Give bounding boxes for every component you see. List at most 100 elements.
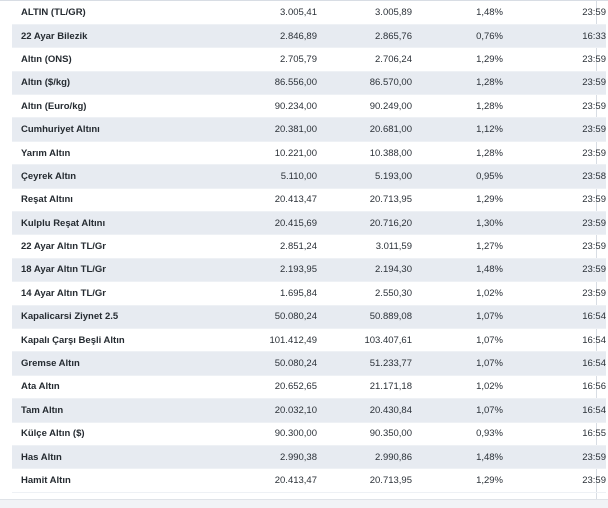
sell-price: 90.350,00 — [317, 422, 412, 446]
sell-price: 20.713,95 — [317, 188, 412, 213]
gold-type-name: Ata Altın — [12, 375, 191, 400]
buy-price: 10.221,00 — [191, 141, 317, 166]
table-row[interactable]: Çeyrek Altın 5.110,00 5.193,00 0,95% 23:58 — [12, 164, 606, 189]
sell-price: 10.388,00 — [317, 141, 412, 166]
table-row[interactable]: 22 Ayar Altın TL/Gr 2.851,24 3.011,59 1,27%… — [12, 234, 606, 259]
table-row[interactable]: 14 Ayar Altın TL/Gr 1.695,84 2.550,30 1,02%… — [12, 281, 606, 306]
buy-price: 50.080,24 — [191, 351, 317, 376]
buy-price: 20.413,47 — [191, 188, 317, 213]
update-time: 23:58 — [503, 164, 606, 189]
gold-price-table: ALTIN (TL/GR) 3.005,41 3.005,89 1,48% 23:59 2… — [12, 1, 606, 493]
table-row[interactable]: Cumhuriyet Altını 20.381,00 20.681,00 1,12%… — [12, 117, 606, 142]
sell-price: 5.193,00 — [317, 164, 412, 189]
change-percent: 1,07% — [412, 398, 503, 423]
gold-type-name: Hamit Altın — [12, 468, 191, 493]
update-time: 23:59 — [503, 141, 606, 166]
gold-type-name: 18 Ayar Altın TL/Gr — [12, 258, 191, 283]
buy-price: 20.415,69 — [191, 211, 317, 236]
gold-type-name: Altın ($/kg) — [12, 71, 191, 96]
change-percent: 1,29% — [412, 188, 503, 213]
table-row[interactable]: Has Altın 2.990,38 2.990,86 1,48% 23:59 — [12, 445, 606, 470]
gold-type-name: Gremse Altın — [12, 351, 191, 376]
buy-price: 90.300,00 — [191, 422, 317, 446]
table-row[interactable]: ALTIN (TL/GR) 3.005,41 3.005,89 1,48% 23:59 — [12, 1, 606, 25]
change-percent: 0,93% — [412, 422, 503, 446]
buy-price: 2.851,24 — [191, 234, 317, 259]
gold-type-name: Kulplu Reşat Altını — [12, 211, 191, 236]
sell-price: 2.865,76 — [317, 24, 412, 49]
table-row[interactable]: Tam Altın 20.032,10 20.430,84 1,07% 16:54 — [12, 398, 606, 423]
buy-price: 2.705,79 — [191, 47, 317, 72]
buy-price: 101.412,49 — [191, 328, 317, 353]
sell-price: 50.889,08 — [317, 305, 412, 329]
change-percent: 1,07% — [412, 305, 503, 329]
sell-price: 86.570,00 — [317, 71, 412, 96]
sell-price: 2.990,86 — [317, 445, 412, 470]
update-time: 23:59 — [503, 281, 606, 306]
table-row[interactable]: Gremse Altın 50.080,24 51.233,77 1,07% 16:54 — [12, 351, 606, 376]
update-time: 23:59 — [503, 468, 606, 493]
buy-price: 5.110,00 — [191, 164, 317, 189]
buy-price: 20.652,65 — [191, 375, 317, 400]
gold-type-name: Çeyrek Altın — [12, 164, 191, 189]
sell-price: 51.233,77 — [317, 351, 412, 376]
gold-type-name: Kapalı Çarşı Beşli Altın — [12, 328, 191, 353]
change-percent: 1,12% — [412, 117, 503, 142]
buy-price: 90.234,00 — [191, 94, 317, 119]
gold-type-name: Yarım Altın — [12, 141, 191, 166]
change-percent: 0,76% — [412, 24, 503, 49]
update-time: 23:59 — [503, 211, 606, 236]
sell-price: 3.005,89 — [317, 1, 412, 25]
buy-price: 2.846,89 — [191, 24, 317, 49]
table-row[interactable]: Hamit Altın 20.413,47 20.713,95 1,29% 23:59 — [12, 468, 606, 493]
change-percent: 1,28% — [412, 71, 503, 96]
table-row[interactable]: Reşat Altını 20.413,47 20.713,95 1,29% 23:59 — [12, 188, 606, 213]
gold-type-name: ALTIN (TL/GR) — [12, 1, 191, 25]
table-row[interactable]: 22 Ayar Bilezik 2.846,89 2.865,76 0,76% 16:3… — [12, 24, 606, 49]
buy-price: 1.695,84 — [191, 281, 317, 306]
sell-price: 20.430,84 — [317, 398, 412, 423]
gold-type-name: 22 Ayar Altın TL/Gr — [12, 234, 191, 259]
sell-price: 103.407,61 — [317, 328, 412, 353]
update-time: 23:59 — [503, 258, 606, 283]
sell-price: 3.011,59 — [317, 234, 412, 259]
buy-price: 20.381,00 — [191, 117, 317, 142]
sell-price: 2.706,24 — [317, 47, 412, 72]
sell-price: 90.249,00 — [317, 94, 412, 119]
buy-price: 2.193,95 — [191, 258, 317, 283]
gold-type-name: Tam Altın — [12, 398, 191, 423]
update-time: 16:33 — [503, 24, 606, 49]
table-row[interactable]: 18 Ayar Altın TL/Gr 2.193,95 2.194,30 1,48%… — [12, 258, 606, 283]
gold-type-name: Külçe Altın ($) — [12, 422, 191, 446]
table-row[interactable]: Altın (Euro/kg) 90.234,00 90.249,00 1,28% 23… — [12, 94, 606, 119]
change-percent: 1,48% — [412, 445, 503, 470]
table-row[interactable]: Ata Altın 20.652,65 21.171,18 1,02% 16:56 — [12, 375, 606, 400]
update-time: 23:59 — [503, 71, 606, 96]
update-time: 16:54 — [503, 351, 606, 376]
table-row[interactable]: Kulplu Reşat Altını 20.415,69 20.716,20 1,3… — [12, 211, 606, 236]
gold-type-name: Cumhuriyet Altını — [12, 117, 191, 142]
table-row[interactable]: Altın ($/kg) 86.556,00 86.570,00 1,28% 23:59 — [12, 71, 606, 96]
update-time: 23:59 — [503, 117, 606, 142]
horizontal-scrollbar[interactable] — [0, 499, 608, 508]
buy-price: 2.990,38 — [191, 445, 317, 470]
update-time: 23:59 — [503, 234, 606, 259]
update-time: 23:59 — [503, 445, 606, 470]
gold-type-name: Altın (Euro/kg) — [12, 94, 191, 119]
change-percent: 1,28% — [412, 141, 503, 166]
sell-price: 20.716,20 — [317, 211, 412, 236]
table-row[interactable]: Kapalı Çarşı Beşli Altın 101.412,49 103.40… — [12, 328, 606, 353]
table-row[interactable]: Külçe Altın ($) 90.300,00 90.350,00 0,93% 16… — [12, 422, 606, 446]
gold-type-name: Reşat Altını — [12, 188, 191, 213]
update-time: 23:59 — [503, 1, 606, 25]
sell-price: 21.171,18 — [317, 375, 412, 400]
change-percent: 1,30% — [412, 211, 503, 236]
change-percent: 1,28% — [412, 94, 503, 119]
price-table-body: ALTIN (TL/GR) 3.005,41 3.005,89 1,48% 23:59 2… — [12, 1, 606, 493]
table-row[interactable]: Kapalicarsi Ziynet 2.5 50.080,24 50.889,08… — [12, 305, 606, 329]
buy-price: 20.032,10 — [191, 398, 317, 423]
table-row[interactable]: Altın (ONS) 2.705,79 2.706,24 1,29% 23:59 — [12, 47, 606, 72]
update-time: 16:54 — [503, 328, 606, 353]
table-row[interactable]: Yarım Altın 10.221,00 10.388,00 1,28% 23:59 — [12, 141, 606, 166]
